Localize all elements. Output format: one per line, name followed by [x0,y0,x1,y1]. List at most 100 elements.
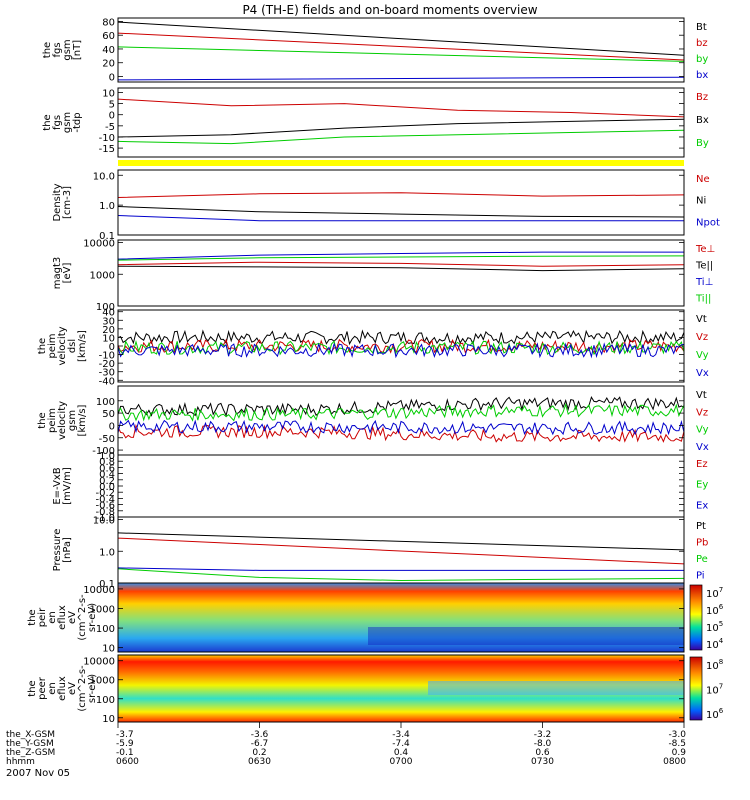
legend-label-bx: bx [696,70,708,81]
series-line-ti [117,251,684,260]
colorbar-label: 104 [706,637,724,651]
footer-value: -7.4 [392,739,410,749]
legend-label-ti: Ti⊥ [695,277,713,288]
colorbar-label-base: 10 [706,589,719,600]
y-axis-label-line: velocity [57,401,68,440]
y-axis-label-line: [nT] [72,40,83,60]
legend-label-npot: Npot [696,217,720,228]
footer-axis: the_X-GSM -3.7 -3.6 -3.4 -3.2 -3.0 the_Y-GSM -5… [6,722,686,779]
series-line-vy [117,402,685,422]
y-tick-label: 50 [102,409,115,420]
y-axis-label: Density[cm-3] [52,183,73,221]
y-axis-label-line: (cm^2-s- [77,665,88,712]
colorbar-label-base: 10 [706,710,719,721]
y-tick-label: 30 [102,316,115,327]
y-tick-label: 10 [102,714,115,725]
legend-label-bz: bz [696,38,708,49]
legend-label-pb: Pb [696,538,708,549]
y-tick-label: 10.0 [93,516,115,527]
series-line-bz [117,32,685,61]
y-tick-label: -100 [92,446,115,457]
y-axis-label: Pressure[nPa] [52,529,73,572]
legend-label-pi: Pi [696,571,705,582]
panel-frame [117,516,685,584]
y-axis-label-line: the [27,609,38,625]
series-line-by [117,46,685,62]
y-tick-label: -30 [99,368,115,379]
y-tick-label: -20 [99,359,115,370]
y-axis-label-line: E=-VxB [52,467,63,504]
footer-value: -0.1 [116,748,134,758]
legend-label-ey: Ey [696,480,708,491]
colorbar-label-base: 10 [706,623,719,634]
series-line-ti [117,255,685,261]
y-axis-label-line: Pressure [52,529,63,572]
series-line-pe [117,568,685,582]
y-axis-label-line: peir [37,607,48,627]
panel-10: 10810710610000100010010thepeerenefluxeV(… [27,654,724,725]
y-axis-label: thefgsgsm-tdp [42,112,83,133]
y-tick-label: 0.4 [99,470,115,481]
legend-label-bt: Bt [696,22,707,33]
y-tick-label: 1000 [90,676,115,687]
y-axis-label-line: the [37,338,48,354]
spectrogram-ion [118,583,684,652]
y-axis-label: magt3[eV] [52,257,73,290]
footer-value: -3.7 [116,730,134,740]
colorbar-label: 106 [706,707,724,721]
legend-label-vt: Vt [696,390,707,401]
footer-value: 0600 [116,757,139,767]
series-line-te [117,265,685,272]
legend-label-by: By [696,138,709,149]
y-axis-label-line: [km/s] [77,404,88,436]
colorbar-label: 105 [706,620,723,634]
panel-frame [117,169,685,236]
y-tick-label: 10 [102,333,115,344]
series-line-vz [117,338,685,354]
panel-4: Te⊥ Te|| Ti⊥ Ti|| 10000 1000 100 magt3[eV] [52,239,715,313]
y-axis-label-line: peer [37,676,48,700]
y-axis-label-line: eflux [57,676,68,701]
footer-value: 0630 [248,757,271,767]
y-tick-label: 1000 [90,270,115,281]
series-line-vx [117,419,685,436]
y-axis-label-line: [km/s] [77,330,88,362]
colorbar [689,656,703,721]
panel-frame [117,87,685,158]
panel-frame [117,309,685,383]
y-tick-label: 10 [102,88,115,99]
panel-7: Ez Ey Ex 1.00.80.60.40.20.0-0.2-0.4-0.6-0.8… [52,451,708,524]
y-axis-label: thefgsgsm[nT] [42,39,83,60]
legend-label-bz: Bz [696,92,708,103]
series-line-vx [117,342,685,359]
series-line-ne [117,192,685,198]
y-tick-label: -50 [99,434,115,445]
y-axis-label-line: [eV] [62,263,73,284]
y-axis-label-line: peim [47,408,58,433]
y-axis-label-line: [cm-3] [62,186,73,219]
footer-value: 0.6 [535,748,550,758]
footer-value: -3.2 [534,730,552,740]
series-line-npot [117,215,684,222]
legend-label-ez: Ez [696,459,708,470]
y-tick-label: 60 [102,31,115,42]
y-tick-label: 0.1 [99,231,115,242]
y-axis-label-line: (cm^2-s- [77,594,88,641]
spectrogram-feature [428,681,684,695]
y-axis-label-line: gsm [67,410,78,431]
y-tick-label: 10.0 [93,171,115,182]
footer-row-label: the_Y-GSM [6,739,54,749]
series-line-te [117,261,685,267]
colorbar-label: 107 [706,586,723,600]
footer-value: -5.9 [116,739,134,749]
y-tick-label: -0.2 [95,488,115,499]
plot-title: P4 (TH-E) fields and on-board moments ov… [242,3,537,17]
colorbar-label-exp: 4 [719,637,724,645]
series-line-vt [117,395,685,417]
colorbar-label-base: 10 [706,640,719,651]
y-axis-label-line: dsl [67,339,78,353]
colorbar-label-exp: 6 [719,707,724,715]
panel-8: Pt Pb Pe Pi 10.0 1.0 0.1 Pressure[nPa] [52,516,708,590]
